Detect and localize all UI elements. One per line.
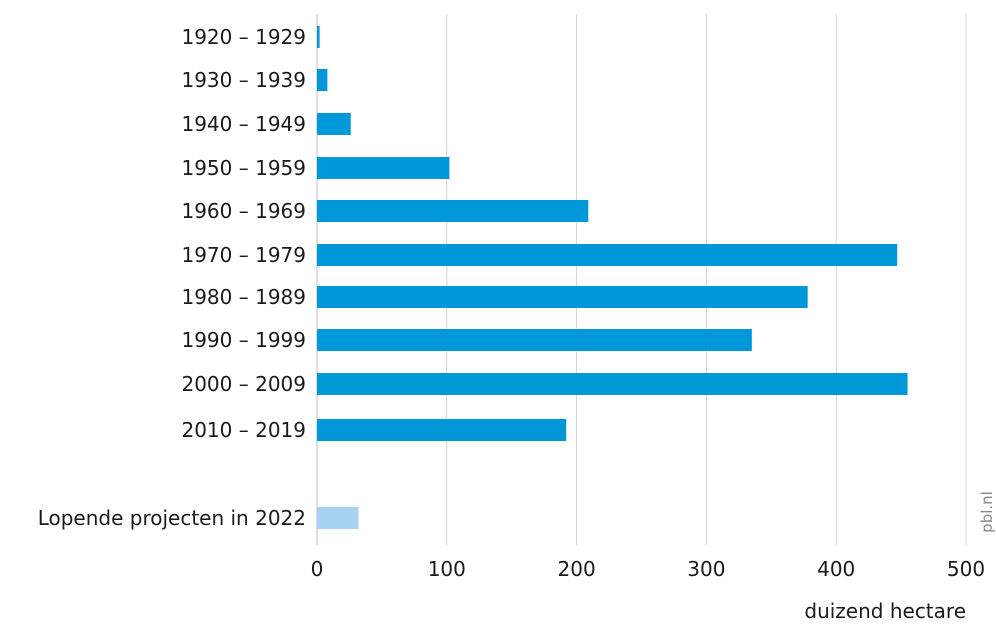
x-tick-label: 0 bbox=[311, 557, 324, 581]
category-label: 2000 – 2009 bbox=[181, 372, 306, 396]
bar bbox=[317, 113, 351, 135]
x-tick-label: 300 bbox=[687, 557, 725, 581]
x-tick-label: 200 bbox=[558, 557, 596, 581]
bar bbox=[317, 329, 752, 351]
category-label: 1940 – 1949 bbox=[181, 112, 306, 136]
bar bbox=[317, 286, 808, 308]
category-labels: 1920 – 1929 1930 – 1939 1940 – 1949 1950 – … bbox=[38, 25, 306, 530]
gridlines bbox=[316, 14, 967, 545]
category-label: Lopende projecten in 2022 bbox=[38, 506, 306, 530]
bars bbox=[317, 26, 908, 529]
category-label: 1930 – 1939 bbox=[181, 68, 306, 92]
bar bbox=[317, 26, 320, 48]
bar bbox=[317, 200, 589, 222]
x-tick-label: 500 bbox=[947, 557, 985, 581]
category-label: 1980 – 1989 bbox=[181, 285, 306, 309]
category-label: 1960 – 1969 bbox=[181, 199, 306, 223]
x-tick-label: 100 bbox=[428, 557, 466, 581]
category-label: 1970 – 1979 bbox=[181, 243, 306, 267]
category-label: 2010 – 2019 bbox=[181, 418, 306, 442]
x-tick-labels: 0 100 200 300 400 500 bbox=[311, 557, 985, 581]
bar bbox=[317, 373, 908, 395]
x-tick-label: 400 bbox=[817, 557, 855, 581]
x-axis-title: duizend hectare bbox=[804, 599, 966, 623]
category-label: 1990 – 1999 bbox=[181, 328, 306, 352]
bar bbox=[317, 507, 359, 529]
bar bbox=[317, 157, 450, 179]
category-label: 1920 – 1929 bbox=[181, 25, 306, 49]
bar bbox=[317, 419, 567, 441]
bar bbox=[317, 69, 328, 91]
category-label: 1950 – 1959 bbox=[181, 156, 306, 180]
bar bbox=[317, 244, 898, 266]
source-label: pbl.nl bbox=[978, 491, 996, 533]
